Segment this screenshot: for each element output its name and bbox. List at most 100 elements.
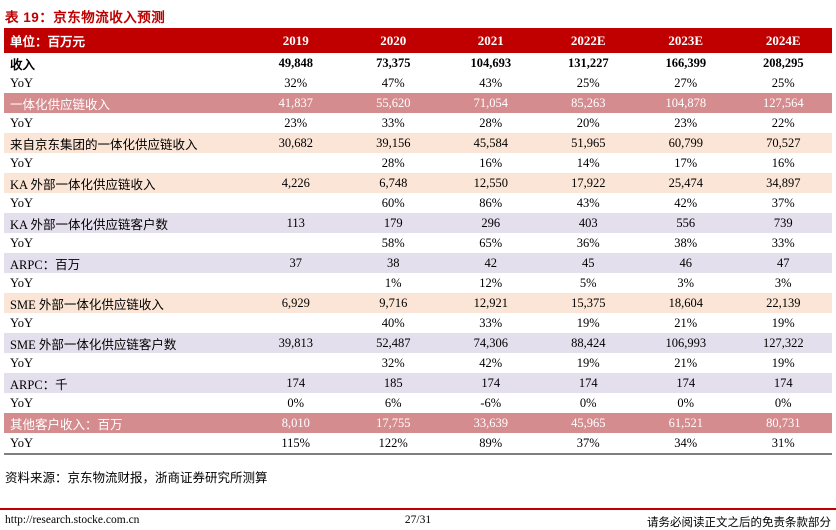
value-cell: 6,748 [379,175,408,190]
table-header-row: 单位：百万元 2019 2020 2021 2022E 2023E 2024E [4,28,832,53]
value-cell: 51,965 [571,135,606,150]
value-cell: 52,487 [376,335,411,350]
value-cell: 25,474 [668,175,703,190]
value-cell: 32% [284,75,308,90]
value-cell: 33% [479,315,503,330]
value-cell: 27% [674,75,698,90]
value-cell [247,353,345,373]
value-cell: 4,226 [281,175,310,190]
value-cell: 22,139 [766,295,801,310]
value-cell: 174 [773,375,793,390]
value-cell: 61,521 [668,415,703,430]
value-cell: 38% [674,235,698,250]
value-cell: 15,375 [571,295,606,310]
table-row: 其他客户收入：百万 8,010 17,755 33,639 45,965 61,521 80… [4,413,832,433]
table-row: YoY 40% 33% 19% 21% 19% [4,313,832,333]
value-cell: 32% [381,355,405,370]
value-cell: 85,263 [571,95,606,110]
value-cell: 80,731 [766,415,801,430]
value-cell: 20% [576,115,600,130]
value-cell: 55,620 [376,95,411,110]
value-cell: 39,813 [278,335,313,350]
value-cell: 33% [381,115,405,130]
value-cell: 113 [286,215,305,230]
footer-page-number: 27/31 [404,514,432,526]
value-cell: 45,965 [571,415,606,430]
value-cell: 131,227 [567,55,609,70]
table-row: YoY 28% 16% 14% 17% 16% [4,153,832,173]
value-cell: 21% [674,315,698,330]
footer-disclaimer: 请务必阅读正文之后的免责条款部分 [647,517,831,529]
value-cell: 16% [479,155,503,170]
value-cell: 33,639 [473,415,508,430]
value-cell: 39,156 [376,135,411,150]
value-cell [247,193,345,213]
value-cell: 34% [637,433,735,455]
table-row: YoY 1% 12% 5% 3% 3% [4,273,832,293]
value-cell: 739 [773,215,793,230]
value-cell [247,153,345,173]
value-cell: 0% [774,395,792,410]
value-cell: 47 [777,255,790,270]
value-cell: 45,584 [473,135,508,150]
table-row: YoY 32% 42% 19% 21% 19% [4,353,832,373]
value-cell: 3% [677,275,695,290]
row-label: 来自京东集团的一体化供应链收入 [10,137,198,152]
value-cell: 37 [289,255,303,270]
value-cell: 3% [774,275,792,290]
value-cell: 208,295 [762,55,804,70]
value-cell: 174 [676,375,696,390]
row-label: YoY [10,195,34,210]
row-label: SME 外部一体化供应链客户数 [10,337,177,352]
row-label: YoY [10,395,34,410]
value-cell: 43% [479,75,503,90]
value-cell: 28% [381,155,405,170]
value-cell: 0% [287,395,305,410]
value-cell: 89% [442,433,540,455]
value-cell: 6% [384,395,402,410]
year-header-cell: 2024E [734,28,832,53]
value-cell: 38 [387,255,400,270]
year-header-cell: 2019 [247,28,345,53]
table-row: YoY 32% 47% 43% 25% 27% 25% [4,73,832,93]
value-cell: 296 [481,215,501,230]
value-cell: 17,922 [571,175,606,190]
value-cell: 45 [582,255,595,270]
value-cell: 9,716 [379,295,408,310]
value-cell: 115% [247,433,345,455]
table-row: YoY 58% 65% 36% 38% 33% [4,233,832,253]
table-row: 一体化供应链收入 41,837 55,620 71,054 85,263 104,878 1… [4,93,832,113]
value-cell: 185 [383,375,403,390]
value-cell [247,313,345,333]
value-cell: 21% [674,355,698,370]
value-cell: 19% [576,315,600,330]
value-cell: 34,897 [766,175,801,190]
value-cell: 5% [579,275,597,290]
value-cell: 127,322 [762,335,804,350]
value-cell: 174 [286,375,306,390]
row-label: ARPC：百万 [10,257,81,272]
row-label: YoY [10,155,34,170]
row-label: YoY [10,355,34,370]
value-cell: 17% [674,155,698,170]
table-row: 来自京东集团的一体化供应链收入 30,682 39,156 45,584 51,965 6… [4,133,832,153]
value-cell: 12% [479,275,503,290]
value-cell: 42% [674,195,698,210]
value-cell: 174 [578,375,598,390]
row-label: YoY [4,433,247,455]
value-cell: 42 [484,255,498,270]
year-header-cell: 2020 [344,28,442,53]
value-cell: 166,399 [665,55,707,70]
value-cell: 49,848 [278,55,313,70]
footer-url[interactable]: http://research.stocke.com.cn [5,514,140,526]
table-row: YoY 23% 33% 28% 20% 23% 22% [4,113,832,133]
value-cell: 179 [383,215,403,230]
table-title: 表 19：京东物流收入预测 [5,10,166,25]
value-cell: 73,375 [376,55,411,70]
value-cell: 33% [771,235,795,250]
value-cell: 71,054 [473,95,508,110]
row-label: YoY [10,315,34,330]
value-cell: 46 [679,255,693,270]
row-label: 一体化供应链收入 [10,97,111,112]
value-cell: 23% [674,115,698,130]
